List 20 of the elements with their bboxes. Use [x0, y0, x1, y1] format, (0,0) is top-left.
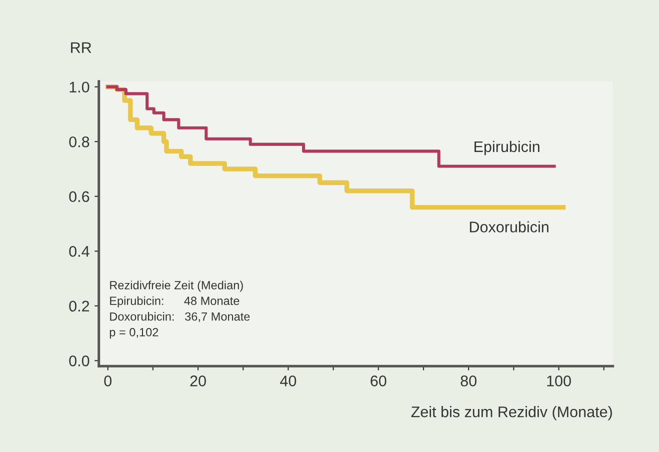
y-tick-label: 0.6 — [69, 191, 90, 202]
x-tick-label: 100 — [547, 376, 571, 386]
y-tick-label: 0.0 — [69, 356, 90, 366]
y-tick-label: 0.2 — [69, 300, 90, 312]
y-axis-title: RR — [71, 42, 92, 53]
x-tick-label: 40 — [280, 376, 296, 386]
annotation: Doxorubicin: 36,7 Monate — [110, 312, 250, 322]
annotation: Epirubicin: 48 Monate — [110, 296, 240, 308]
annotation: Rezidivfreie Zeit (Median) — [110, 280, 243, 292]
x-axis-title: Zeit bis zum Rezidiv (Monate) — [411, 406, 612, 420]
series-label: Epirubicin — [474, 140, 540, 156]
y-tick-label: 0.8 — [69, 136, 90, 148]
x-tick-label: 80 — [460, 376, 476, 386]
y-tick-label: 1.0 — [70, 82, 90, 93]
series-label: Doxorubicin — [470, 221, 548, 232]
annotation: p = 0,102 — [110, 328, 158, 339]
y-tick-label: 0.4 — [69, 246, 90, 257]
x-tick-label: 20 — [190, 376, 206, 386]
x-tick-label: 60 — [370, 376, 386, 386]
x-tick-label: 0 — [104, 376, 112, 386]
